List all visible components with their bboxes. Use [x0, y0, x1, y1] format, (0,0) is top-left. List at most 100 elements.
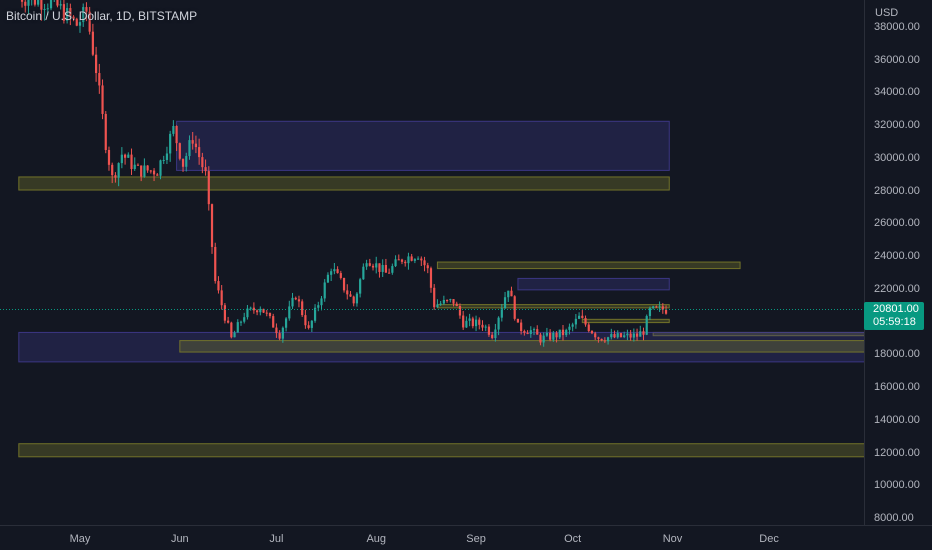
candle-body: [388, 272, 391, 274]
candle-body: [204, 167, 207, 172]
candle-body: [549, 332, 552, 340]
candle-body: [378, 263, 381, 272]
candle-body: [433, 287, 436, 308]
candle-body: [236, 322, 239, 333]
candle-body: [478, 319, 481, 325]
candle-body: [523, 331, 526, 333]
candle-body: [49, 0, 53, 9]
candle-body: [220, 290, 223, 306]
candle-body: [619, 333, 623, 338]
candle-body: [452, 299, 455, 304]
candle-body: [162, 159, 165, 161]
candle-body: [104, 113, 107, 151]
candle-body: [600, 338, 603, 341]
candle-body: [136, 164, 140, 166]
candle-body: [233, 332, 236, 338]
price-axis[interactable]: USD 38000.00 36000.00 34000.00 32000.00 3000…: [864, 0, 932, 525]
candle-body: [243, 317, 246, 322]
candle-body: [571, 324, 574, 327]
candle-body: [565, 329, 568, 336]
time-tick-label: Nov: [662, 533, 683, 545]
candle-body: [658, 306, 661, 308]
candle-body: [610, 334, 613, 338]
candle-body: [291, 297, 294, 307]
candle-body: [594, 333, 597, 338]
candle-body: [468, 318, 471, 321]
candle-body: [149, 170, 152, 172]
candle-body: [82, 7, 85, 23]
candle-body: [278, 333, 281, 339]
candle-body: [284, 318, 288, 328]
candle-body: [185, 156, 188, 167]
candle-body: [603, 340, 606, 342]
candle-body: [165, 153, 169, 160]
candle-body: [336, 269, 339, 274]
candle-body: [268, 313, 272, 317]
time-tick-label: Jun: [170, 533, 189, 545]
symbol-title[interactable]: Bitcoin / U.S. Dollar, 1D, BITSTAMP: [6, 9, 198, 23]
candle-body: [246, 308, 249, 318]
candle-body: [301, 301, 304, 316]
candle-body: [635, 333, 639, 337]
candle-body: [426, 265, 429, 269]
candle-body: [40, 0, 43, 10]
candle-body: [275, 327, 278, 334]
candle-body: [664, 309, 668, 314]
supply-zone-7: [18, 331, 864, 363]
candle-body: [342, 277, 346, 291]
candle-body: [365, 263, 368, 267]
candle-body: [474, 319, 478, 327]
candle-body: [172, 125, 175, 134]
candle-body: [127, 154, 130, 158]
candle-body: [239, 321, 243, 323]
bar-countdown: 05:59:18: [873, 316, 916, 329]
candle-body: [362, 266, 365, 280]
candle-body: [249, 307, 252, 309]
candle-body: [201, 157, 204, 168]
candle-body: [95, 54, 98, 74]
candle-body: [46, 8, 49, 10]
candle-body: [317, 305, 320, 308]
candle-body: [404, 261, 407, 264]
candle-body: [520, 322, 523, 332]
candle-body: [98, 73, 101, 86]
candle-body: [400, 259, 404, 262]
candle-body: [632, 333, 635, 338]
price-tick-label: 34000.00: [874, 86, 920, 99]
time-axis[interactable]: May Jun Jul Aug Sep Oct Nov Dec: [0, 525, 932, 550]
candle-body: [320, 298, 323, 306]
support-zone-4: [436, 304, 670, 309]
candle-body: [568, 326, 571, 330]
candle-body: [455, 303, 458, 307]
price-tick-label: 10000.00: [874, 479, 920, 492]
price-chart[interactable]: [0, 0, 864, 525]
candle-body: [590, 330, 594, 334]
candle-body: [423, 260, 426, 266]
candle-body: [494, 329, 497, 339]
candle-body: [310, 320, 313, 328]
candle-body: [352, 296, 355, 304]
candle-body: [655, 306, 658, 308]
candle-body: [101, 85, 104, 114]
time-tick-label: Sep: [466, 533, 486, 545]
price-tick-label: 18000.00: [874, 348, 920, 361]
price-tick-label: 32000.00: [874, 119, 920, 132]
candle-body: [91, 31, 94, 55]
price-tick-label: 30000.00: [874, 151, 920, 164]
candle-body: [191, 140, 194, 144]
candle-body: [75, 18, 78, 26]
chart-pane[interactable]: Bitcoin / U.S. Dollar, 1D, BITSTAMP: [0, 0, 864, 525]
candle-body: [43, 8, 46, 10]
candle-body: [33, 0, 37, 5]
support-zone-9: [18, 443, 864, 458]
candle-body: [294, 297, 297, 300]
candle-body: [555, 332, 558, 338]
candle-body: [88, 11, 91, 32]
candle-body: [420, 258, 423, 261]
candle-body: [462, 315, 465, 328]
price-tick-label: 28000.00: [874, 184, 920, 197]
candle-body: [584, 318, 587, 325]
candle-body: [661, 306, 664, 310]
time-tick-label: Oct: [564, 533, 582, 545]
candle-body: [578, 315, 581, 319]
